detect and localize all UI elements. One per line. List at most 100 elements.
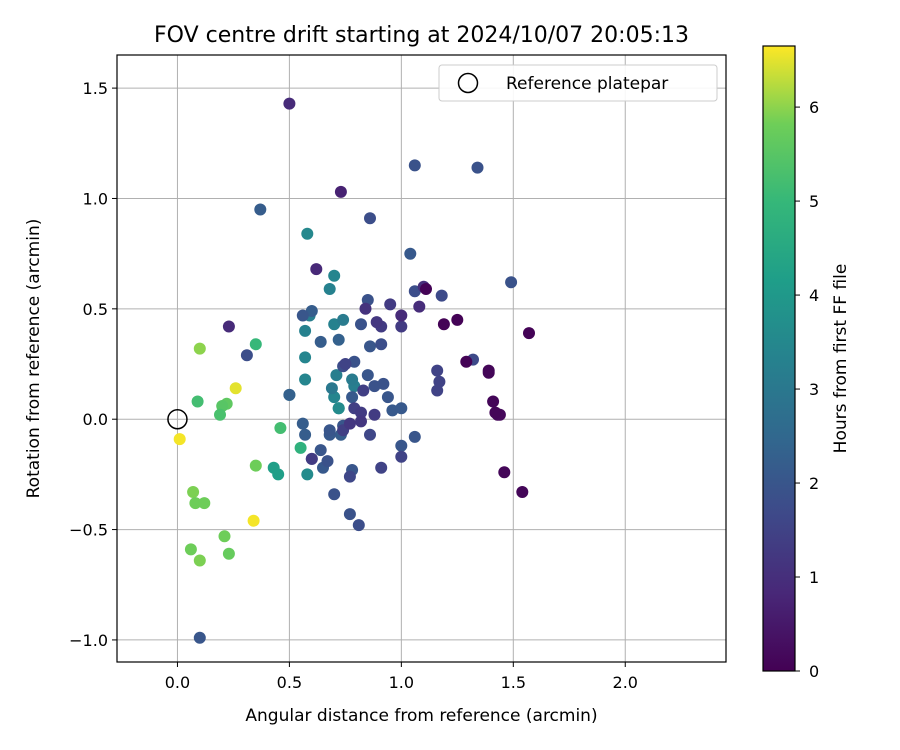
- data-point: [384, 298, 397, 311]
- data-point: [355, 406, 367, 419]
- y-tick-label: 1.5: [83, 79, 108, 98]
- data-point: [249, 338, 262, 351]
- data-point: [296, 417, 309, 430]
- data-point: [471, 161, 484, 174]
- data-point: [299, 428, 312, 441]
- data-point: [323, 283, 336, 295]
- data-point: [343, 508, 356, 521]
- data-point: [274, 422, 287, 434]
- data-point: [222, 547, 235, 560]
- data-point: [364, 212, 376, 225]
- colorbar-label: Hours from first FF file: [831, 264, 851, 454]
- data-point: [283, 388, 296, 401]
- legend-marker-icon: [457, 72, 479, 94]
- colorbar-tick-label: 6: [809, 98, 819, 117]
- data-point: [193, 342, 206, 355]
- data-point: [193, 631, 206, 644]
- x-tick-label: 0.0: [165, 673, 190, 692]
- data-point: [364, 428, 376, 441]
- x-axis-label: Angular distance from reference (arcmin): [245, 706, 597, 726]
- data-point: [352, 519, 365, 532]
- data-point: [420, 283, 432, 295]
- y-axis-ticks: −1.0 −0.5 0.0 0.5 1.0 1.5: [69, 79, 117, 650]
- data-point: [214, 408, 226, 421]
- data-point: [173, 433, 186, 446]
- data-point: [332, 333, 345, 346]
- data-point: [189, 497, 202, 510]
- data-point: [328, 488, 341, 501]
- y-axis-label: Rotation from reference (arcmin): [24, 219, 44, 499]
- data-point: [337, 313, 350, 326]
- data-point: [370, 316, 383, 329]
- data-point: [193, 554, 206, 567]
- chart-title: FOV centre drift starting at 2024/10/07 …: [154, 23, 689, 48]
- data-point: [191, 395, 204, 408]
- data-point: [328, 318, 341, 331]
- colorbar-ticks: 0 1 2 3 4 5 6: [795, 98, 819, 681]
- x-tick-label: 0.5: [277, 673, 302, 692]
- data-point: [332, 402, 345, 415]
- data-point: [343, 470, 356, 483]
- data-points: [173, 97, 535, 644]
- data-point: [325, 382, 338, 395]
- data-point: [294, 441, 307, 454]
- data-point: [301, 468, 314, 481]
- data-point: [523, 327, 535, 340]
- data-point: [355, 415, 367, 428]
- data-point: [229, 382, 242, 395]
- y-tick-label: −1.0: [69, 631, 108, 650]
- data-point: [395, 320, 408, 333]
- data-point: [516, 486, 529, 498]
- data-point: [413, 300, 426, 313]
- data-point: [395, 450, 408, 463]
- data-point: [381, 391, 394, 404]
- data-point: [346, 373, 359, 386]
- data-point: [222, 320, 235, 333]
- data-point: [296, 309, 309, 322]
- colorbar-tick-label: 0: [809, 662, 819, 681]
- data-point: [408, 159, 421, 172]
- data-point: [299, 351, 312, 364]
- data-point: [218, 530, 231, 543]
- colorbar: 0 1 2 3 4 5 6 Hours from first FF file: [762, 45, 851, 681]
- data-point: [198, 497, 211, 510]
- colorbar-tick-label: 5: [809, 192, 819, 211]
- x-tick-label: 1.5: [501, 673, 526, 692]
- legend-box: [438, 64, 718, 102]
- data-point: [431, 384, 444, 397]
- data-point: [489, 406, 502, 419]
- data-point: [357, 384, 370, 397]
- data-point: [505, 276, 518, 289]
- y-tick-label: −0.5: [69, 521, 108, 540]
- data-point: [328, 269, 341, 282]
- data-point: [361, 369, 374, 382]
- data-point: [408, 285, 421, 298]
- data-point: [299, 373, 312, 386]
- colorbar-gradient: [763, 46, 795, 671]
- data-point: [435, 289, 448, 302]
- data-point: [339, 358, 352, 370]
- data-point: [395, 402, 408, 415]
- data-point: [305, 305, 318, 317]
- y-tick-label: 0.0: [83, 410, 108, 429]
- data-point: [247, 514, 260, 527]
- data-point: [460, 355, 473, 368]
- data-point: [408, 430, 421, 443]
- legend-entry: Reference platepar: [506, 74, 668, 94]
- y-tick-label: 0.5: [83, 300, 108, 319]
- x-tick-label: 1.0: [389, 673, 414, 692]
- data-point: [346, 391, 359, 404]
- x-axis-ticks: 0.0 0.5 1.0 1.5 2.0: [165, 662, 638, 692]
- data-point: [375, 461, 388, 474]
- data-point: [359, 302, 372, 315]
- data-point: [487, 395, 500, 408]
- colorbar-tick-label: 3: [809, 380, 819, 399]
- grid-lines: [117, 55, 726, 662]
- data-point: [254, 203, 267, 216]
- data-point: [299, 324, 312, 337]
- data-point: [377, 377, 390, 390]
- data-point: [305, 452, 318, 465]
- data-point: [364, 340, 376, 353]
- data-point: [498, 466, 511, 479]
- data-point: [368, 408, 381, 421]
